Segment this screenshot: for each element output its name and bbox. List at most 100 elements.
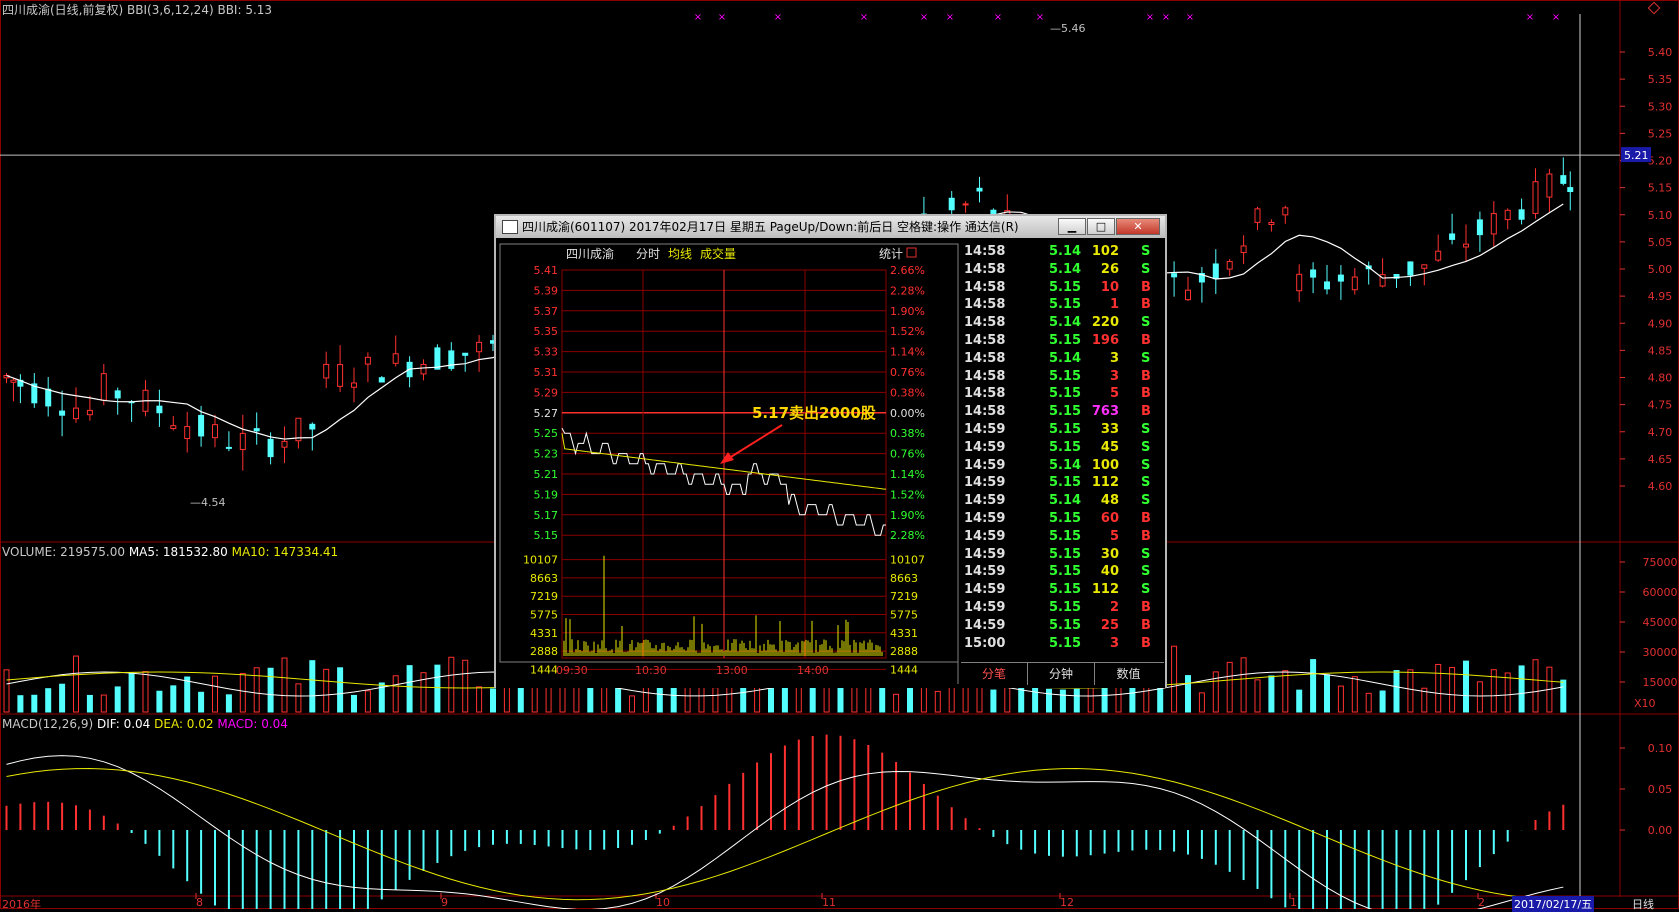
candle-body [1435,250,1442,261]
volume-bar [295,683,302,713]
trade-volume: 5 [1109,386,1119,402]
trade-row: 14:59 5.14 48 S [961,493,1164,511]
trade-volume: 26 [1100,261,1119,277]
candle-body [309,423,316,430]
dialog-titlebar[interactable]: 四川成渝(601107) 2017年02月17日 星期五 PageUp/Down… [496,216,1165,238]
dialog-bg [496,240,1165,688]
price-tick-label: 5.25 [1648,127,1673,140]
trade-side: B [1141,511,1151,526]
volume-bar [1365,692,1372,713]
trade-tape[interactable]: 14:58 5.14 102 S 14:58 5.14 26 S 14:58 5.15 10 B 14:… [961,244,1164,660]
minimize-button[interactable]: ▁ [1058,218,1086,235]
volume-bar [406,665,413,713]
candle-body [476,341,483,353]
trade-time: 14:58 [964,279,1006,295]
tab-values[interactable]: 数值 [1116,667,1141,681]
intraday-chart[interactable]: 四川成渝 分时 均线 成交量 统计 5.41 2.66% 5.39 2.28% 5.37 1.90%… [496,240,1165,688]
price-tick-label: 5.20 [1648,155,1673,168]
intraday-price-label: 5.35 [534,325,559,338]
high-price-label: —5.46 [1050,22,1086,35]
volume-bar [434,664,441,713]
trade-volume: 33 [1100,422,1119,437]
volume-bar [1490,669,1497,713]
volume-bar [1198,692,1205,713]
trade-price: 5.15 [1049,600,1082,615]
volume-bar [309,660,316,713]
trade-side: S [1141,261,1151,277]
trade-volume: 3 [1109,350,1119,366]
trade-side: S [1141,439,1151,455]
event-marker-icon: × [994,12,1002,23]
annotation-arrowhead-icon [720,452,734,464]
price-tick-label: 5.00 [1648,263,1673,276]
event-marker-icon: × [1186,12,1194,23]
intraday-detail-dialog[interactable]: 四川成渝(601107) 2017年02月17日 星期五 PageUp/Down… [494,214,1167,688]
candle-body [1546,173,1553,198]
candle-body [295,417,302,442]
trade-side: B [1141,617,1151,633]
price-tick-label: 5.15 [1648,182,1673,195]
trade-side: S [1141,244,1151,259]
volume-bar [31,694,38,713]
trade-time: 14:58 [964,333,1006,348]
trade-time: 14:59 [964,546,1006,562]
volume-bar [156,690,163,713]
volume-bar [795,683,802,713]
close-button[interactable]: ✕ [1116,218,1160,235]
trade-time: 14:59 [964,600,1006,615]
stats-button: 统计 [879,247,903,261]
volume-bar [1282,670,1289,713]
candle-body [1226,261,1233,270]
intraday-pct-label: 2.28% [890,284,925,297]
trade-price: 5.15 [1049,564,1082,580]
volume-bar [86,694,93,713]
maximize-button[interactable]: □ [1087,218,1115,235]
price-tick-label: 5.10 [1648,209,1673,222]
trade-volume: 3 [1109,635,1119,651]
volume-unit-label: X10 [1634,697,1656,710]
volume-bar [893,693,900,713]
tab-ticks[interactable]: 分笔 [961,663,1028,685]
period-label[interactable]: 日线 [1632,898,1654,911]
trade-price: 5.15 [1049,617,1082,633]
trade-volume: 5 [1109,528,1119,544]
trade-volume: 2 [1109,600,1119,615]
trade-row: 14:59 5.15 30 S [961,547,1164,565]
volume-bar [1046,688,1052,713]
volume-bar [323,668,330,713]
price-tick-label: 5.35 [1648,73,1673,86]
event-marker-icon: × [1146,12,1154,23]
time-label: 09:30 [556,664,588,677]
trade-price: 5.15 [1049,333,1082,348]
candle-body [184,426,191,439]
trade-time: 14:58 [964,404,1006,420]
trade-price: 5.15 [1049,386,1082,402]
trade-volume: 10 [1100,279,1119,295]
intraday-vol-label: 1444 [530,663,558,676]
candle-body [1407,261,1414,276]
intraday-pct-label: 0.00% [890,407,925,420]
chart-legend-volume: 成交量 [700,246,736,261]
volume-tick-label: 75000 [1643,556,1678,569]
macd-tick-label: 0.05 [1648,783,1673,796]
macd-indicator-name[interactable]: MACD(12,26,9) [2,717,94,731]
intraday-vol-label: 7219 [530,590,558,603]
volume-bar [1268,675,1275,713]
candle-body [420,363,427,375]
volume-tick-label: 30000 [1643,646,1678,659]
volume-bar [1435,663,1442,713]
intraday-pct-label: 0.38% [890,427,925,440]
volume-ma5: MA5: 181532.80 [128,545,228,559]
price-tick-label: 4.75 [1648,399,1673,412]
date-label: 9 [441,896,448,909]
tab-minutes[interactable]: 分钟 [1028,663,1095,685]
trade-row: 14:59 5.15 40 S [961,564,1164,582]
trade-side: S [1141,564,1151,580]
trade-time: 14:58 [964,350,1006,366]
trade-price: 5.15 [1049,582,1082,598]
trade-price: 5.14 [1049,350,1082,366]
trade-row: 14:58 5.15 3 B [961,369,1164,387]
candle-body [1504,209,1511,221]
volume-bar [476,686,483,713]
bbi-indicator-name[interactable]: BBI(3,6,12,24) [127,3,214,17]
